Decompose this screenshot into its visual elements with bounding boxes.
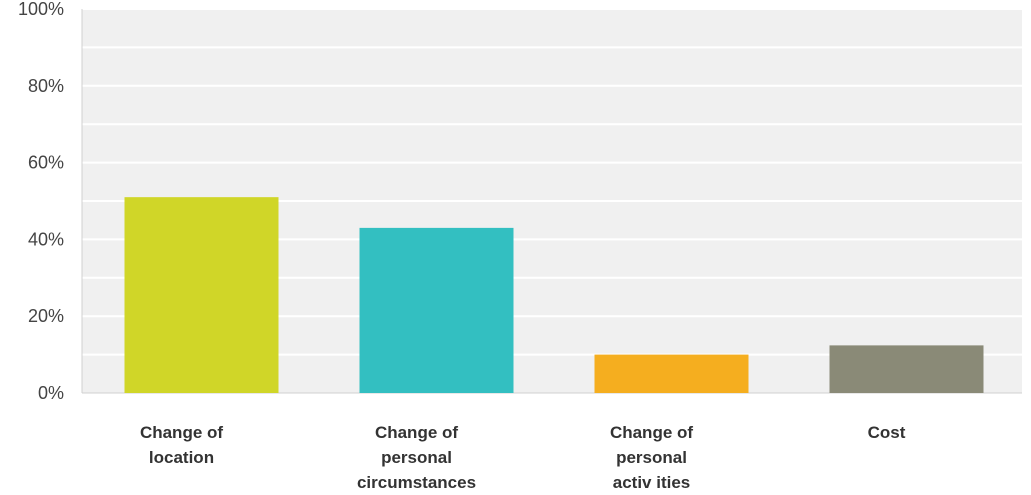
bar (594, 354, 749, 393)
y-tick-label: 0% (38, 383, 64, 403)
x-category-label: Change of personal circumstances (357, 423, 476, 492)
y-tick-label: 40% (28, 229, 64, 249)
y-tick-label: 80% (28, 76, 64, 96)
bar (829, 345, 984, 393)
y-tick-label: 100% (18, 0, 64, 19)
x-category-label: Cost (868, 423, 906, 442)
bar (124, 197, 279, 393)
y-tick-label: 20% (28, 306, 64, 326)
y-tick-label: 60% (28, 153, 64, 173)
x-category-label: Change of location (140, 423, 223, 467)
bar (359, 227, 514, 393)
x-category-label: Change of personal activ ities (610, 423, 693, 492)
